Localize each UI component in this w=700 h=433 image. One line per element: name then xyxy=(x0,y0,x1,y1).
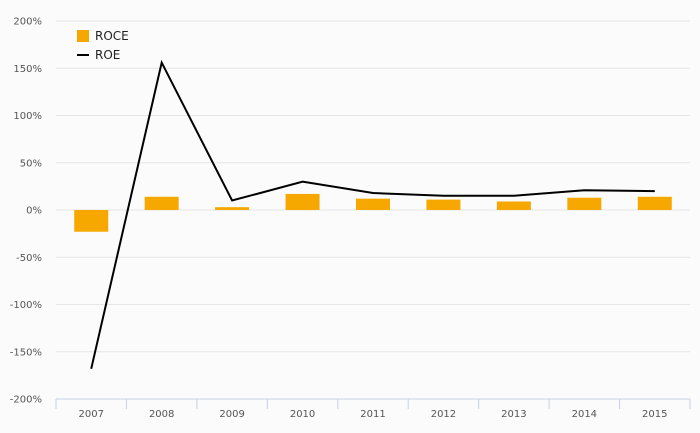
legend-item-roe: ROE xyxy=(77,48,120,62)
roe-line-series xyxy=(90,59,655,370)
y-tick-label: 150% xyxy=(13,64,42,75)
x-tick-label: 2013 xyxy=(501,409,526,420)
roe-line xyxy=(90,59,655,370)
roce-bar xyxy=(285,193,320,210)
y-tick-label: 200% xyxy=(13,17,42,28)
roce-bars xyxy=(74,193,672,232)
x-tick-label: 2008 xyxy=(149,409,174,420)
x-tick-label: 2009 xyxy=(219,409,244,420)
y-tick-label: -200% xyxy=(10,395,42,406)
x-axis: 2007 2008 2009 2010 2011 2012 2013 2014 2015 xyxy=(55,398,691,420)
legend: ROCE ROE xyxy=(77,29,129,62)
roce-bar xyxy=(74,210,109,232)
y-tick-label: 50% xyxy=(20,158,42,169)
y-tick-label: 0% xyxy=(26,206,42,217)
x-tick-label: 2010 xyxy=(290,409,315,420)
x-tick-label: 2007 xyxy=(78,409,103,420)
roce-bar xyxy=(637,196,672,210)
y-tick-label: -50% xyxy=(16,253,42,264)
legend-roe-label: ROE xyxy=(95,48,120,62)
y-tick-label: -100% xyxy=(10,300,42,311)
x-tick-label: 2014 xyxy=(572,409,597,420)
roce-bar xyxy=(144,196,179,210)
legend-roce-label: ROCE xyxy=(95,29,129,43)
legend-roce-swatch xyxy=(77,30,89,42)
x-tick-label: 2012 xyxy=(431,409,456,420)
y-axis: 200% 150% 100% 50% 0% -50% -100% -150% -200% xyxy=(10,17,42,406)
roce-bar xyxy=(567,197,602,210)
x-tick-label: 2015 xyxy=(642,409,667,420)
y-tick-label: 100% xyxy=(13,111,42,122)
legend-item-roce: ROCE xyxy=(77,29,129,43)
x-tick-label: 2011 xyxy=(360,409,385,420)
roce-bar xyxy=(496,201,531,210)
roce-bar xyxy=(356,198,390,210)
y-tick-label: -150% xyxy=(10,347,42,358)
roce-bar xyxy=(215,207,250,210)
roce-bar xyxy=(426,199,461,210)
